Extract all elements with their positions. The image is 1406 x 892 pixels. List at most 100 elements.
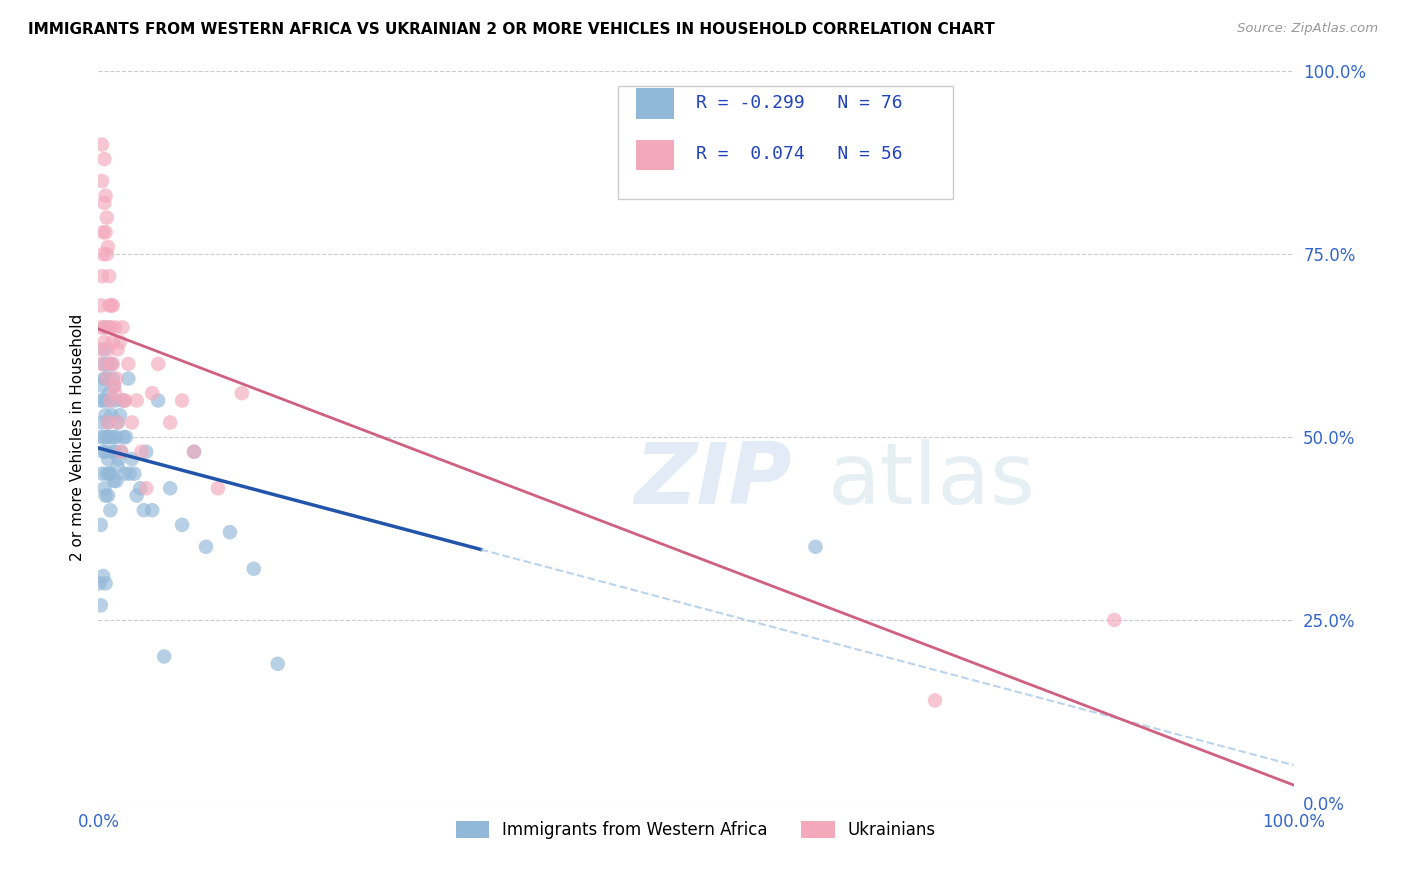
FancyBboxPatch shape: [637, 88, 675, 119]
Point: [129, 481, 152, 495]
Point: [96, 357, 118, 371]
Point: [183, 444, 205, 458]
Y-axis label: 2 or more Vehicles in Household: 2 or more Vehicles in Household: [69, 313, 84, 561]
Point: [104, 444, 127, 458]
Point: [93, 334, 115, 349]
Point: [97, 343, 120, 357]
Point: [98, 503, 122, 517]
Point: [219, 525, 242, 540]
Point: [118, 467, 141, 481]
Point: [110, 444, 132, 458]
FancyBboxPatch shape: [637, 140, 675, 170]
Point: [98, 298, 121, 312]
Point: [183, 444, 205, 458]
Point: [105, 474, 128, 488]
Point: [94, 225, 117, 239]
Point: [267, 657, 290, 671]
Point: [97, 489, 120, 503]
Point: [96, 211, 118, 225]
Point: [101, 371, 124, 385]
Point: [105, 430, 128, 444]
Point: [104, 320, 127, 334]
Point: [108, 408, 131, 422]
Point: [121, 416, 143, 430]
Point: [94, 576, 117, 591]
Point: [207, 481, 229, 495]
Point: [141, 386, 163, 401]
Point: [107, 459, 129, 474]
Point: [90, 320, 112, 334]
Text: IMMIGRANTS FROM WESTERN AFRICA VS UKRAINIAN 2 OR MORE VEHICLES IN HOUSEHOLD CORR: IMMIGRANTS FROM WESTERN AFRICA VS UKRAIN…: [28, 22, 995, 37]
Point: [103, 379, 125, 393]
Point: [94, 371, 117, 385]
Point: [93, 196, 115, 211]
Point: [114, 393, 136, 408]
Point: [91, 357, 114, 371]
Point: [131, 444, 153, 458]
Point: [93, 343, 115, 357]
Point: [93, 430, 115, 444]
Point: [243, 562, 266, 576]
Point: [148, 393, 170, 408]
Point: [91, 393, 114, 408]
Point: [231, 386, 253, 401]
Point: [107, 452, 129, 467]
Point: [135, 481, 157, 495]
Point: [97, 416, 120, 430]
Point: [96, 247, 118, 261]
Point: [90, 298, 112, 312]
Point: [132, 503, 155, 517]
Point: [91, 269, 114, 284]
Point: [98, 320, 121, 334]
Point: [1104, 613, 1126, 627]
Point: [101, 334, 124, 349]
Point: [195, 540, 218, 554]
Text: atlas: atlas: [827, 440, 1035, 523]
Point: [98, 430, 122, 444]
Point: [98, 430, 121, 444]
Point: [124, 467, 146, 481]
Point: [101, 444, 124, 458]
Point: [112, 430, 135, 444]
Point: [125, 393, 148, 408]
Point: [101, 298, 124, 312]
Point: [97, 371, 120, 385]
Point: [91, 444, 114, 458]
Point: [93, 481, 115, 495]
Point: [98, 269, 121, 284]
FancyBboxPatch shape: [619, 86, 953, 200]
Point: [98, 320, 122, 334]
Point: [159, 481, 181, 495]
Legend: Immigrants from Western Africa, Ukrainians: Immigrants from Western Africa, Ukrainia…: [449, 814, 943, 846]
Point: [107, 416, 129, 430]
Point: [924, 693, 946, 707]
Point: [90, 393, 112, 408]
Point: [135, 444, 157, 458]
Point: [94, 320, 117, 334]
Point: [115, 430, 138, 444]
Point: [98, 467, 122, 481]
Point: [91, 357, 114, 371]
Point: [97, 416, 120, 430]
Point: [91, 416, 114, 430]
Point: [172, 393, 194, 408]
Point: [90, 430, 112, 444]
Point: [91, 379, 114, 393]
Point: [141, 503, 163, 517]
Point: [100, 357, 122, 371]
Point: [93, 152, 115, 166]
Point: [159, 416, 181, 430]
Point: [90, 599, 112, 613]
Point: [96, 467, 118, 481]
Point: [101, 357, 124, 371]
Point: [94, 188, 117, 202]
Point: [96, 371, 118, 385]
Point: [98, 393, 122, 408]
Point: [100, 408, 122, 422]
Point: [111, 320, 134, 334]
Point: [100, 298, 122, 312]
Point: [103, 474, 125, 488]
Point: [97, 240, 120, 254]
Point: [98, 393, 122, 408]
Point: [110, 444, 132, 458]
